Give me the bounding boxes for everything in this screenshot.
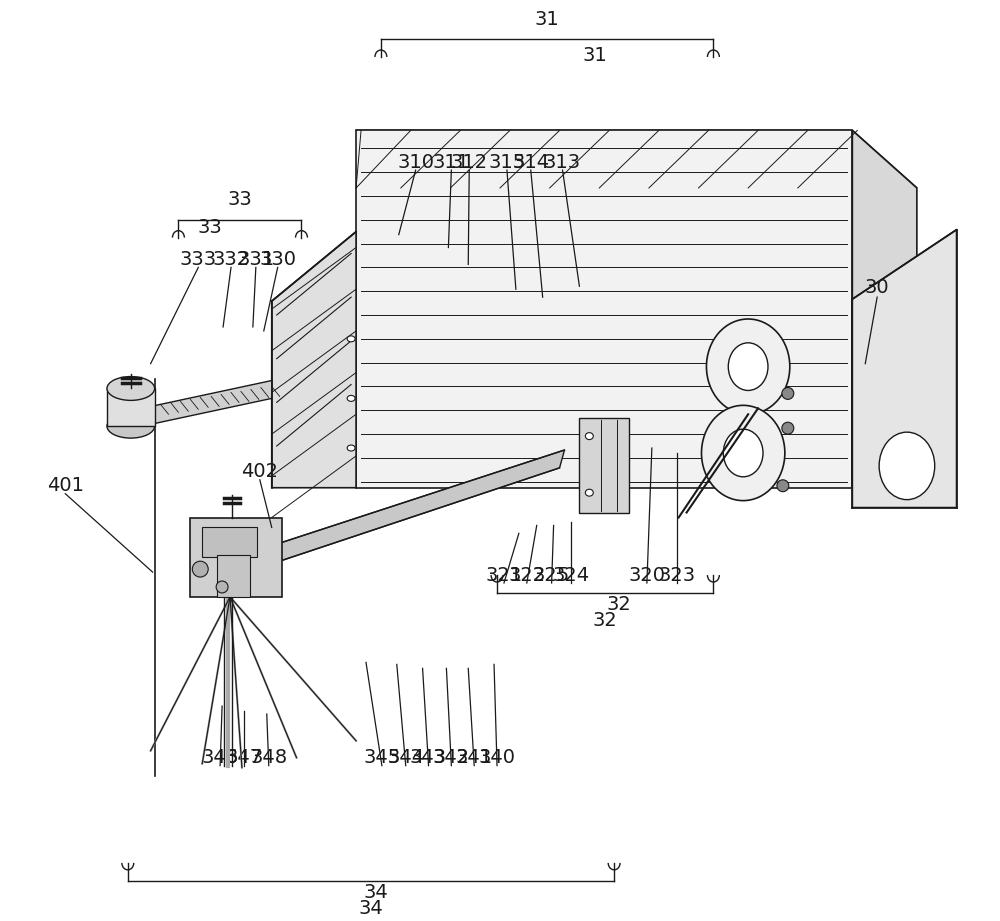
Text: 32: 32 <box>607 595 631 614</box>
Polygon shape <box>217 555 250 597</box>
Ellipse shape <box>728 343 768 391</box>
Ellipse shape <box>107 377 155 401</box>
Ellipse shape <box>192 561 208 577</box>
Text: 311: 311 <box>433 153 470 171</box>
Ellipse shape <box>706 319 790 414</box>
Polygon shape <box>272 232 356 488</box>
Ellipse shape <box>585 433 593 439</box>
Text: 333: 333 <box>180 250 217 269</box>
Text: 401: 401 <box>47 476 84 495</box>
Text: 348: 348 <box>250 748 287 767</box>
Text: 315: 315 <box>488 153 526 171</box>
Text: 312: 312 <box>451 153 488 171</box>
Ellipse shape <box>879 432 935 499</box>
Ellipse shape <box>782 422 794 434</box>
Text: 31: 31 <box>535 10 560 29</box>
Text: 324: 324 <box>553 565 590 585</box>
Polygon shape <box>579 418 629 513</box>
Text: 30: 30 <box>865 278 889 297</box>
Text: 34: 34 <box>359 899 383 918</box>
Text: 342: 342 <box>433 748 470 767</box>
Text: 32: 32 <box>593 612 618 630</box>
Text: 322: 322 <box>508 565 545 585</box>
Polygon shape <box>107 389 155 426</box>
Text: 33: 33 <box>198 218 223 238</box>
Text: 314: 314 <box>512 153 549 171</box>
Text: 330: 330 <box>259 250 296 269</box>
Polygon shape <box>852 131 917 488</box>
Text: 323: 323 <box>658 565 695 585</box>
Text: 31: 31 <box>583 46 608 65</box>
Text: 33: 33 <box>228 191 252 209</box>
Text: 321: 321 <box>485 565 523 585</box>
Text: 344: 344 <box>387 748 424 767</box>
Text: 332: 332 <box>212 250 250 269</box>
Text: 340: 340 <box>479 748 516 767</box>
Text: 320: 320 <box>628 565 665 585</box>
Ellipse shape <box>777 480 789 492</box>
Polygon shape <box>852 229 957 507</box>
Text: 402: 402 <box>241 462 278 482</box>
Text: 331: 331 <box>237 250 274 269</box>
Text: 341: 341 <box>456 748 493 767</box>
Polygon shape <box>356 131 917 188</box>
Text: 313: 313 <box>544 153 581 171</box>
Polygon shape <box>356 131 852 488</box>
Polygon shape <box>247 450 565 572</box>
Ellipse shape <box>701 405 785 501</box>
Ellipse shape <box>585 489 593 496</box>
Polygon shape <box>202 528 257 557</box>
Ellipse shape <box>347 445 355 451</box>
Ellipse shape <box>782 388 794 400</box>
Text: 343: 343 <box>410 748 447 767</box>
Ellipse shape <box>347 395 355 402</box>
Polygon shape <box>190 518 282 597</box>
Text: 347: 347 <box>225 748 262 767</box>
Text: 345: 345 <box>363 748 401 767</box>
Text: 310: 310 <box>397 153 434 171</box>
Text: 325: 325 <box>533 565 570 585</box>
Ellipse shape <box>723 429 763 477</box>
Ellipse shape <box>216 581 228 593</box>
Text: 346: 346 <box>202 748 239 767</box>
Polygon shape <box>133 380 272 428</box>
Ellipse shape <box>347 336 355 342</box>
Text: 34: 34 <box>364 883 388 903</box>
Ellipse shape <box>107 414 155 438</box>
